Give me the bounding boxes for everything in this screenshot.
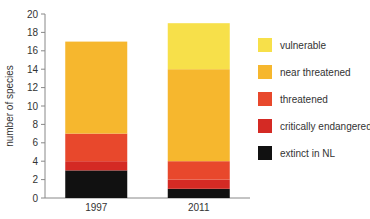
y-tick [41,179,45,180]
y-tick-label: 4 [32,156,38,167]
legend: vulnerable near threatened threatened criti… [258,38,370,160]
bar-segment [65,134,127,162]
y-tick [41,198,45,199]
y-tick-label: 8 [32,119,38,130]
legend-label: critically endangered [280,121,370,132]
y-tick [41,14,45,15]
bar-segment [168,69,230,161]
y-tick-label: 10 [27,101,39,112]
legend-label: threatened [280,94,328,105]
y-tick-label: 16 [27,45,39,56]
legend-label: near threatened [280,67,351,78]
legend-label: extinct in NL [280,148,335,159]
bar-segment [65,42,127,134]
y-tick [41,87,45,88]
bar-segment [65,41,127,42]
legend-swatch [258,146,272,160]
y-tick [41,32,45,33]
y-tick [41,124,45,125]
y-tick-label: 2 [32,174,38,185]
y-tick-label: 12 [27,82,39,93]
bar-segment [168,161,230,179]
x-tick-label: 2011 [188,202,210,213]
bar-segment [168,189,230,198]
bars [65,23,230,198]
legend-swatch [258,92,272,106]
y-tick [41,106,45,107]
bar-segment [65,161,127,170]
legend-swatch [258,119,272,133]
chart-container: 0 2 4 6 8 10 12 14 16 18 20 number of species 1997 20… [0,0,370,219]
legend-swatch [258,38,272,52]
y-tick [41,69,45,70]
y-axis [45,14,46,198]
y-tick [41,50,45,51]
chart: 0 2 4 6 8 10 12 14 16 18 20 number of species 1997 20… [0,0,370,219]
legend-label: vulnerable [280,40,327,51]
y-tick-label: 6 [32,137,38,148]
bar-segment [65,170,127,198]
y-tick-label: 14 [27,64,39,75]
bar-segment [168,180,230,189]
y-tick [41,161,45,162]
legend-swatch [258,65,272,79]
bar-segment [168,23,230,69]
y-tick [41,142,45,143]
y-tick-label: 0 [32,193,38,204]
y-axis-label: number of species [4,65,15,147]
y-tick-label: 20 [27,9,39,20]
y-tick-label: 18 [27,27,39,38]
x-tick-label: 1997 [85,202,108,213]
